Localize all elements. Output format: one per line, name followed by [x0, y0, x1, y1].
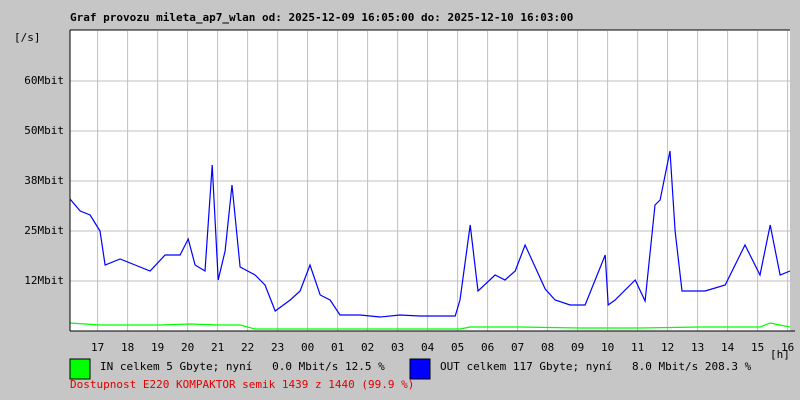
x-tick-label: 12 — [661, 341, 674, 354]
x-tick-label: 06 — [481, 341, 494, 354]
x-tick-label: 16 — [781, 341, 794, 354]
x-tick-label: 00 — [301, 341, 314, 354]
y-tick-label: 60Mbit — [24, 74, 64, 87]
y-tick-label: 12Mbit — [24, 274, 64, 287]
legend-label: OUT celkem 117 Gbyte; nyní 8.0 Mbit/s 20… — [440, 360, 752, 373]
x-unit: [h] — [770, 348, 790, 361]
x-tick-label: 09 — [571, 341, 584, 354]
x-tick-label: 13 — [691, 341, 704, 354]
x-tick-label: 02 — [361, 341, 374, 354]
legend-swatch — [69, 358, 91, 380]
x-tick-label: 04 — [421, 341, 435, 354]
chart-title: Graf provozu mileta_ap7_wlan od: 2025-12… — [70, 11, 573, 24]
x-tick-label: 05 — [451, 341, 464, 354]
x-tick-label: 23 — [271, 341, 284, 354]
x-tick-label: 21 — [211, 341, 224, 354]
x-tick-label: 01 — [331, 341, 344, 354]
series-line — [69, 150, 791, 318]
x-tick-label: 18 — [121, 341, 134, 354]
legend-label: IN celkem 5 Gbyte; nyní 0.0 Mbit/s 12.5 … — [100, 360, 385, 373]
y-tick-label: 25Mbit — [24, 224, 64, 237]
x-tick-label: 03 — [391, 341, 404, 354]
x-tick-label: 07 — [511, 341, 524, 354]
y-tick-label: 38Mbit — [24, 174, 64, 187]
y-unit: [/s] — [14, 31, 41, 44]
x-tick-label: 14 — [721, 341, 735, 354]
x-tick-label: 17 — [91, 341, 104, 354]
x-tick-label: 08 — [541, 341, 554, 354]
series-line — [69, 322, 791, 330]
legend-swatch — [409, 358, 431, 380]
y-tick-label: 50Mbit — [24, 124, 64, 137]
x-tick-label: 19 — [151, 341, 164, 354]
x-tick-label: 20 — [181, 341, 194, 354]
x-tick-label: 10 — [601, 341, 614, 354]
x-tick-label: 22 — [241, 341, 254, 354]
annotation: Dostupnost E220 KOMPAKTOR semik 1439 z 1… — [70, 378, 414, 391]
x-tick-label: 15 — [751, 341, 764, 354]
x-tick-label: 11 — [631, 341, 644, 354]
